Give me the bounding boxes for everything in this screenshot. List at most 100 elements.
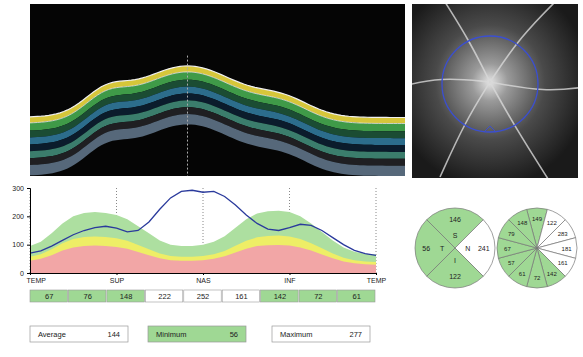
y-tick-label: 0 — [20, 270, 24, 277]
vessel — [412, 79, 490, 87]
table-cell — [261, 290, 298, 302]
y-tick: 100 — [12, 241, 30, 248]
sector-diagram: 146 S 241 N 122 I 56 T — [415, 208, 495, 288]
table-value: 161 — [235, 292, 248, 301]
sector-value: 241 — [478, 245, 490, 252]
table-cell — [30, 290, 67, 302]
sector-value: 142 — [547, 271, 558, 277]
x-axis-line — [31, 274, 377, 276]
x-tick-label: NAS — [196, 277, 211, 284]
sector-value: 149 — [532, 216, 543, 222]
norm-band — [30, 245, 376, 273]
fundus-image — [412, 4, 578, 178]
x-tick: SUP — [110, 273, 125, 284]
table-cell — [222, 290, 259, 302]
vessel — [490, 82, 550, 178]
report: 0100200300TEMPSUPNASINFTEMP6776148222252… — [0, 0, 583, 357]
summary-value: 56 — [230, 330, 238, 339]
retina-layer — [30, 114, 405, 176]
y-tick-label: 300 — [12, 185, 24, 192]
y-axis: 0 100 200 300 — [12, 185, 30, 277]
sector-diagram: 1491222831811611427261576779148 — [497, 208, 577, 288]
summary-box — [30, 326, 128, 342]
y-axis-line — [27, 189, 31, 274]
summary: Average 144 Minimum 56 Maximum 277 — [30, 326, 370, 342]
scan-background — [30, 4, 405, 176]
summary-value: 277 — [349, 330, 362, 339]
table-value: 67 — [45, 292, 53, 301]
plot-marks — [30, 190, 376, 273]
summary-label: Maximum — [280, 330, 313, 339]
y-tick-mark — [27, 273, 30, 274]
table-value: 222 — [158, 292, 171, 301]
table-cell — [184, 290, 221, 302]
x-tick-mark — [30, 273, 31, 275]
y-tick-mark — [27, 216, 30, 217]
x-axis: TEMP SUP NAS INF TEMP — [27, 273, 387, 284]
summary-label: Average — [38, 330, 66, 339]
x-tick-label: INF — [284, 277, 295, 284]
table-value: 61 — [353, 292, 361, 301]
x-tick: TEMP — [367, 273, 387, 284]
sector-value: 67 — [504, 246, 511, 252]
table-value: 72 — [314, 292, 322, 301]
y-tick: 0 — [20, 270, 30, 277]
summary-box — [148, 326, 246, 342]
sector-label: T — [440, 245, 445, 252]
x-tick-label: SUP — [110, 277, 125, 284]
sector-value: 61 — [519, 271, 526, 277]
summary-label: Minimum — [156, 330, 186, 339]
table-cell — [145, 290, 182, 302]
scan-marker — [187, 56, 188, 176]
table-value: 148 — [120, 292, 133, 301]
y-tick: 300 — [12, 185, 30, 192]
vessel — [445, 4, 490, 82]
vessel — [490, 4, 560, 82]
grid — [30, 188, 376, 273]
y-tick-label: 100 — [12, 241, 24, 248]
sector-value: 122 — [449, 273, 461, 280]
x-tick-label: TEMP — [27, 277, 47, 284]
plot-background — [30, 188, 376, 273]
summary-value: 144 — [107, 330, 120, 339]
vessel — [490, 82, 578, 90]
sector-value: 72 — [534, 275, 541, 281]
oct-scan — [30, 4, 405, 176]
rnfl-line — [30, 190, 376, 255]
table-value: 142 — [274, 292, 287, 301]
sector-value: 148 — [517, 220, 528, 226]
summary-box — [272, 326, 370, 342]
norm-band — [30, 211, 376, 273]
x-tick: INF — [284, 273, 295, 284]
sector-value: 161 — [558, 260, 569, 266]
x-tick-mark — [290, 273, 291, 275]
y-tick-mark — [27, 245, 30, 246]
sector-value: 146 — [449, 216, 461, 223]
sector-value: 57 — [508, 260, 515, 266]
y-tick-label: 200 — [12, 213, 24, 220]
sector-value: 181 — [562, 246, 573, 252]
vessel — [440, 82, 490, 177]
scan-circle — [442, 36, 538, 132]
sector-value: 56 — [422, 245, 430, 252]
x-tick-mark — [203, 273, 204, 275]
norm-band — [30, 236, 376, 273]
rnfl-boundary — [30, 72, 405, 124]
table-value: 252 — [197, 292, 210, 301]
table-cell — [338, 290, 375, 302]
table-cell — [299, 290, 336, 302]
sector-value: 283 — [558, 231, 569, 237]
retina-surface — [30, 66, 405, 118]
sector-label: S — [453, 232, 458, 239]
sector-label: I — [454, 257, 456, 264]
y-tick: 200 — [12, 213, 30, 220]
scan-circle-mark — [484, 126, 496, 132]
x-tick-mark — [117, 273, 118, 275]
x-tick: TEMP — [27, 273, 47, 284]
x-tick-label: TEMP — [367, 277, 387, 284]
sector-label: N — [465, 245, 470, 252]
sector-table: 67761482222521611427261 — [30, 290, 375, 302]
sector — [415, 220, 455, 277]
table-cell — [107, 290, 144, 302]
sector-value: 79 — [508, 231, 515, 237]
